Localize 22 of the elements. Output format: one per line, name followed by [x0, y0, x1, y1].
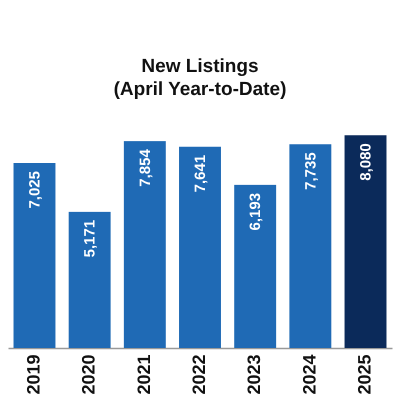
- x-tick-label: 2021: [134, 354, 154, 395]
- bar: [179, 146, 221, 348]
- x-tick-label: 2023: [244, 354, 264, 395]
- bar: [289, 144, 332, 348]
- bar: [344, 135, 386, 348]
- bar: [14, 163, 56, 348]
- data-label: 6,193: [247, 192, 264, 230]
- x-tick-label: 2022: [189, 354, 209, 395]
- data-label: 8,080: [358, 143, 375, 181]
- bar: [124, 141, 166, 348]
- bar: [68, 212, 111, 348]
- chart-title: New Listings (April Year-to-Date): [114, 56, 286, 100]
- x-tick-label: 2020: [78, 354, 99, 395]
- x-tick-label: 2019: [23, 354, 44, 395]
- data-label: 7,641: [192, 154, 209, 192]
- data-label: 7,735: [302, 152, 320, 190]
- bar: [234, 184, 276, 348]
- x-tick-label: 2024: [299, 354, 320, 395]
- data-label: 7,025: [26, 171, 44, 209]
- data-label: 5,171: [82, 220, 99, 258]
- data-label: 7,854: [136, 148, 154, 187]
- x-tick-label: 2025: [354, 354, 375, 395]
